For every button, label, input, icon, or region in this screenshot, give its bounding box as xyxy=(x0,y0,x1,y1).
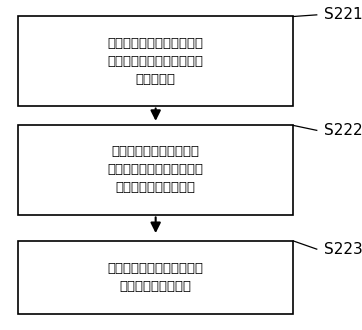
Bar xyxy=(18,125,293,214)
Text: S223: S223 xyxy=(324,242,362,257)
Text: 统计得幅度直方图、顶端
值、底端值等信息，以及边
沿搜索得第一边沿信息: 统计得幅度直方图、顶端 值、底端值等信息，以及边 沿搜索得第一边沿信息 xyxy=(108,146,204,194)
Text: 遍历波形数据，记录波形数
据的幅值，将各数据点存入
测量存储器: 遍历波形数据，记录波形数 据的幅值，将各数据点存入 测量存储器 xyxy=(108,37,204,85)
Text: 利用统计结果和第一边沿信
息形成第一参数信息: 利用统计结果和第一边沿信 息形成第一参数信息 xyxy=(108,262,204,293)
Bar xyxy=(18,241,293,314)
Text: S222: S222 xyxy=(324,123,362,138)
Text: S221: S221 xyxy=(324,7,362,22)
Bar xyxy=(18,16,293,106)
